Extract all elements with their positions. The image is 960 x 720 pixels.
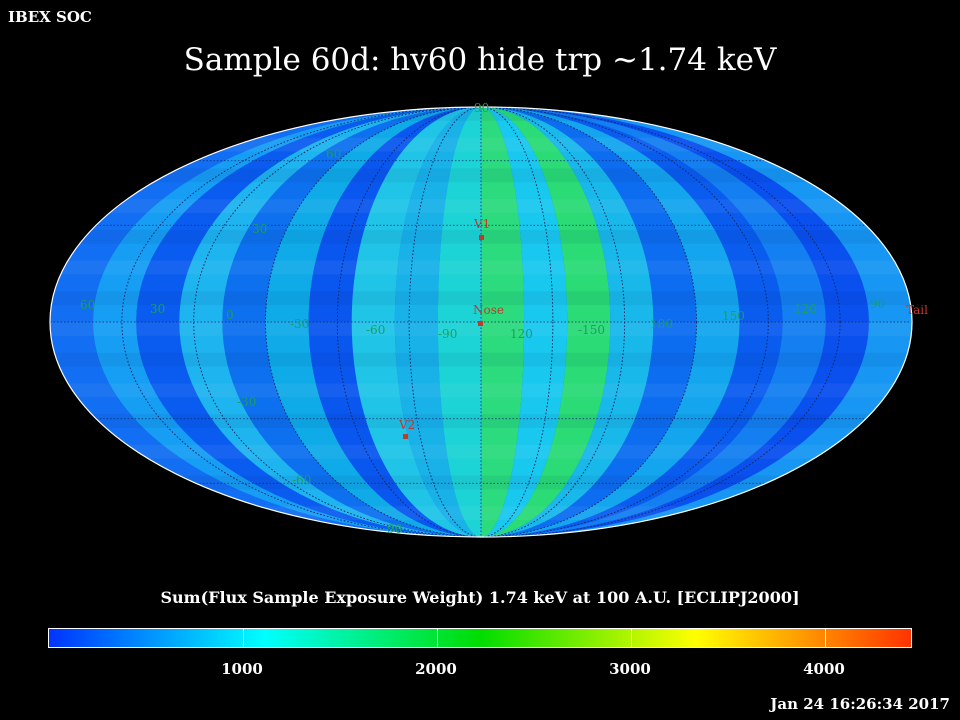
lon-label: 120 <box>794 302 817 316</box>
sky-band <box>265 107 481 537</box>
shade-row <box>50 168 912 183</box>
shade-row <box>50 444 912 459</box>
lon-label: 0 <box>226 308 234 322</box>
lon-label: 180 <box>650 317 673 331</box>
shade-row <box>50 291 912 306</box>
lat-label: 60 <box>326 147 341 161</box>
colorbar-title: Sum(Flux Sample Exposure Weight) 1.74 ke… <box>160 588 800 607</box>
v1-label: V1 <box>473 217 490 231</box>
lon-label: 90 <box>870 297 885 311</box>
lon-label: -30 <box>290 317 309 331</box>
v1-marker <box>479 235 484 240</box>
shade-row <box>50 260 912 275</box>
lat-label: -90 <box>383 522 402 536</box>
colorbar-tick: 4000 <box>803 660 845 678</box>
sky-band <box>481 107 783 537</box>
sky-band <box>481 107 654 537</box>
sky-band <box>481 107 740 537</box>
colorbar <box>48 628 912 648</box>
lat-label: -30 <box>237 395 256 409</box>
sky-band <box>481 107 697 537</box>
sky-band <box>351 107 481 537</box>
sky-band <box>308 107 481 537</box>
lat-label: -60 <box>292 473 311 487</box>
timestamp: Jan 24 16:26:34 2017 <box>770 695 950 713</box>
nose-marker <box>478 321 483 326</box>
colorbar-tick: 1000 <box>221 660 263 678</box>
meridian <box>265 106 697 538</box>
v2-label: V2 <box>398 418 415 432</box>
sky-band <box>481 107 611 537</box>
sky-band <box>179 107 482 537</box>
v2-marker <box>403 434 408 439</box>
lon-label: 60 <box>80 298 95 312</box>
org-label: IBEX SOC <box>8 8 92 26</box>
shade-row <box>50 383 912 398</box>
shade-row <box>50 137 912 152</box>
lon-label: 150 <box>722 309 745 323</box>
lon-label: -60 <box>366 323 385 337</box>
sky-band <box>222 107 482 537</box>
lon-label: 30 <box>150 302 165 316</box>
lat-label: 90 <box>474 101 489 115</box>
lon-label: -90 <box>438 327 457 341</box>
lon-label: -150 <box>578 323 605 337</box>
colorbar-tick: 2000 <box>415 660 457 678</box>
shade-row <box>50 414 912 428</box>
map-outline <box>49 106 913 538</box>
sky-band <box>481 107 568 537</box>
colorbar-tick: 3000 <box>609 660 651 678</box>
map-title: Sample 60d: hv60 hide trp ~1.74 keV <box>183 42 777 78</box>
meridian <box>121 106 841 538</box>
nose-label: Nose <box>473 303 504 317</box>
lat-label: 30 <box>252 222 267 236</box>
tail-label: Tail <box>906 303 928 317</box>
lon-label: 120 <box>510 327 533 341</box>
